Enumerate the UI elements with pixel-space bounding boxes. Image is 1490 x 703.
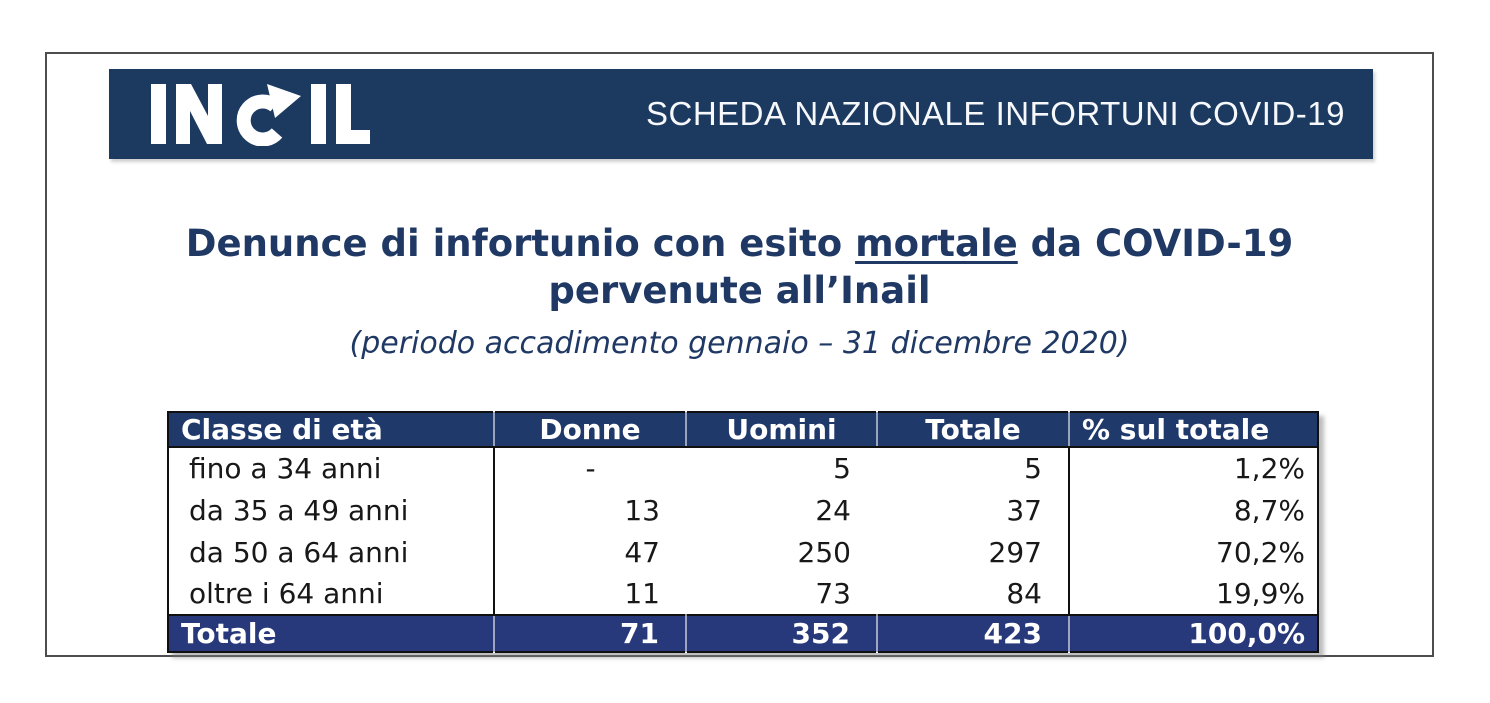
col-header-classe: Classe di età — [168, 412, 495, 448]
table-row: fino a 34 anni - 5 5 1,2% — [168, 447, 1318, 489]
total-totale: 423 — [877, 614, 1070, 652]
title-underlined-word: mortale — [855, 222, 1018, 265]
inail-logo-icon — [151, 84, 370, 146]
col-header-pct: % sul totale — [1069, 412, 1318, 448]
total-donne: 71 — [494, 614, 687, 652]
title-text-before: Denunce di infortunio con esito — [185, 222, 856, 265]
cell-donne: 47 — [624, 535, 660, 569]
cell-classe: fino a 34 anni — [168, 447, 495, 489]
cell-uomini: 73 — [815, 577, 851, 610]
banner: SCHEDA NAZIONALE INFORTUNI COVID-19 — [109, 69, 1373, 159]
cell-pct: 70,2% — [1216, 535, 1305, 569]
cell-uomini: 250 — [797, 535, 851, 569]
cell-donne: 11 — [624, 577, 660, 610]
table-total-row: Totale 71 352 423 100,0% — [168, 614, 1318, 652]
document-frame: SCHEDA NAZIONALE INFORTUNI COVID-19 Denu… — [45, 52, 1434, 657]
cell-classe: da 35 a 49 anni — [168, 489, 495, 531]
title-text-after: da COVID-19 — [1017, 222, 1294, 265]
table-row: da 50 a 64 anni 47 250 297 70,2% — [168, 531, 1318, 573]
cell-totale: 5 — [877, 447, 1070, 489]
total-label: Totale — [168, 614, 495, 652]
col-header-donne: Donne — [494, 412, 687, 448]
age-class-table: Classe di età Donne Uomini Totale % sul … — [167, 411, 1319, 653]
cell-classe: da 50 a 64 anni — [168, 531, 495, 573]
cell-uomini: 24 — [815, 493, 851, 527]
total-uomini: 352 — [686, 614, 878, 652]
cell-totale: 37 — [877, 489, 1070, 531]
heading-block: Denunce di infortunio con esito mortale … — [47, 220, 1432, 361]
total-pct: 100,0% — [1069, 614, 1318, 652]
cell-pct: 1,2% — [1233, 452, 1305, 485]
cell-classe: oltre i 64 anni — [168, 573, 495, 615]
col-header-totale: Totale — [877, 412, 1070, 448]
table-row: da 35 a 49 anni 13 24 37 8,7% — [168, 489, 1318, 531]
subtitle: (periodo accadimento gennaio – 31 dicemb… — [349, 326, 1130, 361]
cell-totale: 84 — [877, 573, 1070, 615]
cell-donne: - — [585, 452, 596, 485]
table-header-row: Classe di età Donne Uomini Totale % sul … — [168, 412, 1318, 448]
cell-pct: 8,7% — [1233, 493, 1305, 527]
table-row: oltre i 64 anni 11 73 84 19,9% — [168, 573, 1318, 615]
page-title-line1: Denunce di infortunio con esito mortale … — [47, 220, 1432, 267]
cell-donne: 13 — [624, 493, 660, 527]
banner-title: SCHEDA NAZIONALE INFORTUNI COVID-19 — [645, 95, 1345, 132]
cell-totale: 297 — [877, 531, 1070, 573]
col-header-uomini: Uomini — [686, 412, 878, 448]
cell-pct: 19,9% — [1216, 577, 1305, 610]
page-title-line2: pervenute all’Inail — [548, 269, 931, 312]
cell-uomini: 5 — [833, 452, 851, 485]
